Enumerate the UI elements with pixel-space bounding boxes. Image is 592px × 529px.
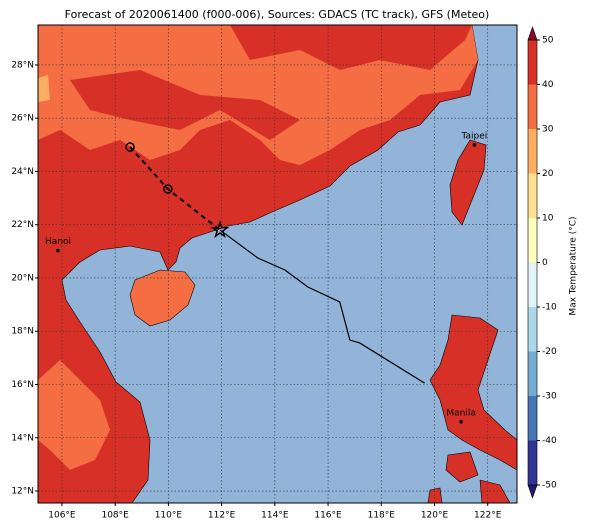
- colorbar-tick-label: 0: [542, 258, 548, 268]
- y-tick-label: 12°N: [11, 487, 34, 497]
- colorbar-band: [528, 262, 537, 307]
- colorbar-band: [528, 396, 537, 441]
- track-point: [125, 142, 135, 152]
- colorbar-band: [528, 440, 537, 485]
- colorbar-band: [528, 84, 537, 129]
- colorbar-band: [528, 129, 537, 174]
- colorbar-tick-label: 40: [542, 80, 554, 90]
- land: [38, 25, 517, 503]
- x-tick-label: 114°E: [261, 511, 289, 521]
- city-label: Manila: [446, 408, 476, 418]
- city-dot: [472, 143, 477, 147]
- track: [125, 142, 425, 384]
- colorbar-band: [528, 307, 537, 352]
- colorbar-band: [528, 40, 537, 85]
- x-tick-label: 110°E: [155, 511, 183, 521]
- y-tick-label: 14°N: [11, 433, 34, 443]
- colorbar-tick-label: -30: [542, 392, 557, 402]
- colorbar-tick-label: 20: [542, 169, 554, 179]
- x-tick-label: 120°E: [421, 511, 449, 521]
- track-past: [219, 229, 425, 384]
- islands: [427, 479, 511, 503]
- colorbar-over: [527, 26, 538, 41]
- x-tick-label: 116°E: [314, 511, 342, 521]
- colorbar-tick-label: -20: [542, 347, 557, 357]
- grid: [38, 25, 517, 503]
- y-tick-label: 22°N: [11, 220, 34, 230]
- track-point: [163, 184, 173, 194]
- colorbar-tick-label: 10: [542, 214, 554, 224]
- land-warm-patch: [38, 25, 478, 165]
- luzon: [429, 314, 517, 471]
- colorbar-band: [528, 351, 537, 396]
- chart-title: Forecast of 2020061400 (f000-006), Sourc…: [65, 8, 490, 21]
- city-label: Hanoi: [45, 237, 71, 247]
- colorbar-tick-label: -10: [542, 303, 557, 313]
- city-dot: [56, 248, 60, 253]
- track-forecast: [129, 146, 221, 231]
- y-tick-label: 16°N: [11, 380, 34, 390]
- colorbar-band: [528, 218, 537, 263]
- x-tick-label: 118°E: [368, 511, 396, 521]
- colorbar-tick-label: -50: [542, 481, 557, 491]
- colorbar-under: [527, 484, 538, 499]
- colorbar: -50 -40 -30 -20 -10 0 10 20 30 40 50: [527, 26, 557, 499]
- x-tick-label: 122°E: [474, 511, 502, 521]
- hainan: [129, 269, 196, 327]
- y-tick-label: 18°N: [11, 327, 34, 337]
- land-mild-patch: [38, 75, 50, 102]
- land-warm-patch: [38, 360, 110, 470]
- x-tick-label: 112°E: [208, 511, 236, 521]
- mindoro: [445, 451, 479, 483]
- plot-frame: [37, 24, 518, 504]
- city-label: Taipei: [461, 131, 488, 141]
- land-hot-patch: [70, 70, 300, 140]
- colorbar-tick-label: -40: [542, 436, 557, 446]
- city-dot: [459, 419, 463, 424]
- track-star: [210, 220, 230, 238]
- y-tick-label: 26°N: [11, 114, 34, 124]
- colorbar-band: [528, 173, 537, 218]
- colorbar-tick-label: 30: [542, 125, 554, 135]
- x-tick-label: 108°E: [101, 511, 129, 521]
- labels: Hanoi Taipei Manila: [45, 131, 488, 424]
- colorbar-label: Max Temperature (°C): [569, 216, 579, 315]
- y-tick-label: 20°N: [11, 273, 34, 283]
- colorbar-tick-label: 50: [542, 36, 554, 46]
- y-tick-label: 28°N: [11, 60, 34, 70]
- y-tick-label: 24°N: [11, 167, 34, 177]
- x-tick-label: 106°E: [48, 511, 76, 521]
